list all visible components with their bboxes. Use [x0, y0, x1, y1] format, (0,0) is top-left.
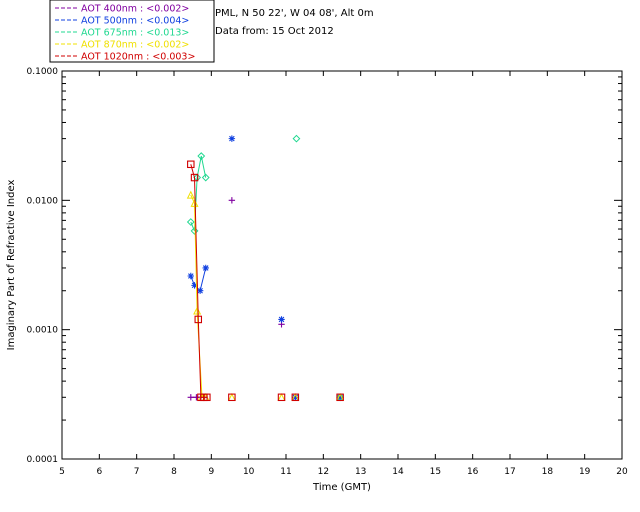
data-point: [187, 394, 194, 401]
data-point: [278, 316, 285, 323]
y-axis-label: Imaginary Part of Refractive Index: [6, 180, 17, 351]
x-tick-label: 6: [96, 467, 102, 477]
x-tick-label: 20: [616, 467, 628, 477]
legend-label: AOT 1020nm : <0.003>: [81, 52, 195, 63]
data-point: [186, 218, 195, 226]
x-tick-label: 14: [392, 467, 404, 477]
data-point: [186, 190, 195, 199]
x-tick-label: 19: [579, 467, 591, 477]
data-point: [190, 198, 199, 207]
data-point: [187, 272, 194, 280]
x-tick-label: 12: [318, 467, 329, 477]
x-tick-label: 9: [208, 467, 214, 477]
data-point: [196, 287, 204, 294]
site-info: PML, N 50 22', W 04 08', Alt 0m: [215, 8, 374, 19]
data-point: [203, 393, 211, 402]
series-line: [190, 194, 206, 398]
legend-label: AOT 500nm : <0.004>: [81, 16, 189, 27]
y-tick-label: 0.0001: [27, 455, 59, 465]
legend-label: AOT 675nm : <0.013>: [81, 28, 189, 39]
x-tick-label: 7: [134, 467, 140, 477]
legend-frame: [49, 0, 215, 63]
data-point: [202, 264, 209, 272]
x-tick-label: 13: [355, 467, 366, 477]
series-plus: [187, 197, 344, 401]
legend: AOT 400nm : <0.002>AOT 500nm : <0.004>AO…: [49, 0, 215, 63]
data-point: [336, 394, 344, 401]
data-point: [291, 393, 300, 402]
legend-label: AOT 870nm : <0.002>: [81, 40, 189, 51]
data-point: [292, 134, 301, 143]
plot-frame: [61, 70, 623, 460]
x-tick-label: 8: [171, 467, 177, 477]
data-point: [228, 135, 236, 142]
data-point: [197, 152, 206, 160]
x-axis-label: Time (GMT): [312, 482, 371, 493]
data-point: [228, 197, 236, 204]
data-point: [190, 227, 199, 235]
y-tick-label: 0.0010: [27, 326, 59, 336]
series-triangle: [186, 190, 345, 401]
x-tick-label: 15: [430, 467, 441, 477]
data-point: [187, 160, 195, 169]
legend-label: AOT 400nm : <0.002>: [81, 4, 189, 15]
x-tick-label: 11: [280, 467, 291, 477]
data-point: [194, 315, 203, 324]
y-tick-label: 0.1000: [27, 67, 59, 77]
x-tick-label: 17: [504, 467, 515, 477]
x-tick-label: 18: [542, 467, 554, 477]
y-tick-label: 0.0100: [27, 196, 59, 206]
data-point: [277, 392, 286, 401]
x-tick-label: 10: [243, 467, 255, 477]
data-point: [228, 393, 236, 402]
series-diamond: [186, 134, 345, 402]
data-point: [201, 173, 210, 182]
series-star: [187, 135, 344, 401]
x-tick-label: 16: [467, 467, 479, 477]
date-info: Data from: 15 Oct 2012: [215, 26, 334, 37]
series-line: [190, 155, 207, 232]
data-point: [190, 173, 199, 182]
data-point: [336, 393, 344, 402]
data-point: [191, 282, 198, 289]
x-tick-label: 5: [59, 467, 65, 477]
data-point: [193, 306, 202, 315]
data-point: [292, 394, 299, 401]
data-point: [227, 392, 236, 401]
data-point: [277, 393, 286, 402]
series-square: [187, 160, 344, 402]
